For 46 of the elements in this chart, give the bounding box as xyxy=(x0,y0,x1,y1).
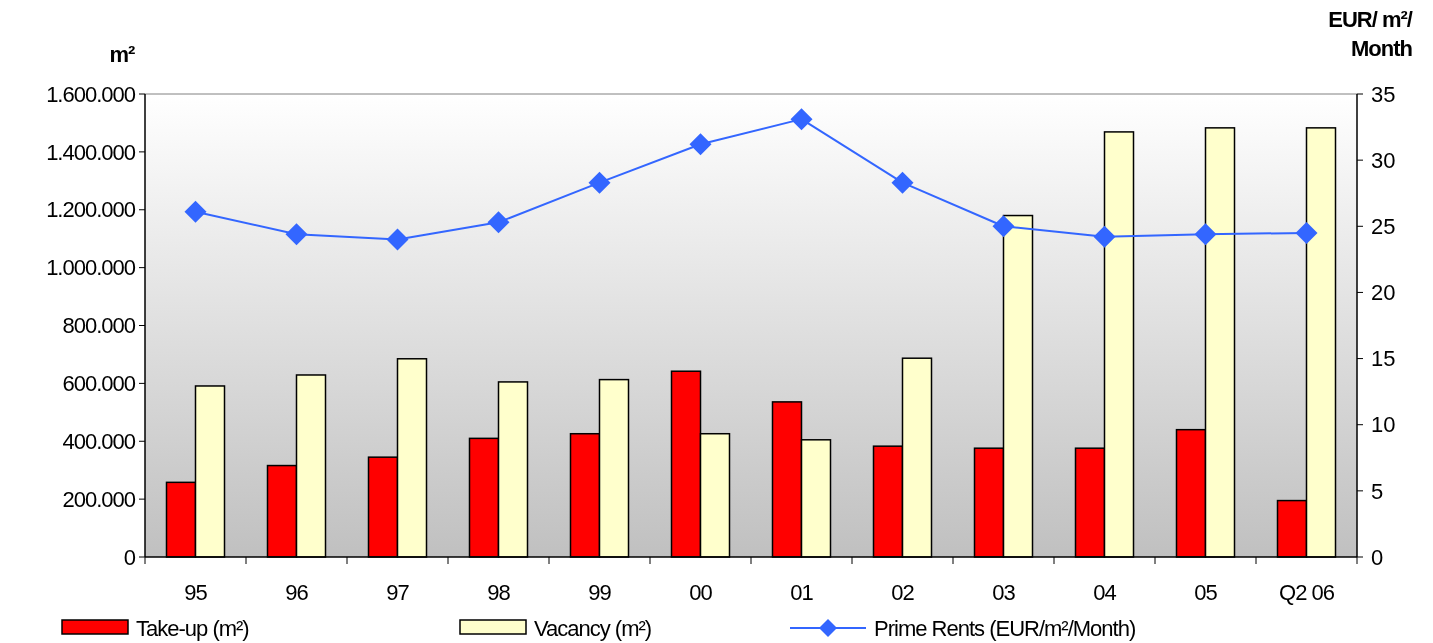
x-tick-label: 00 xyxy=(689,580,713,605)
point xyxy=(588,171,611,194)
y2-tick-label: 10 xyxy=(1371,412,1396,438)
point xyxy=(689,133,712,156)
x-tick-label: 05 xyxy=(1194,580,1218,605)
x-tick-label: 01 xyxy=(790,580,814,605)
y-tick-label: 1.400.000 xyxy=(46,139,136,165)
y-tick-label: 1.200.000 xyxy=(46,197,136,223)
y2-tick-label: 15 xyxy=(1371,346,1396,372)
y-tick-label: 1.600.000 xyxy=(46,81,136,107)
x-tick-label: 95 xyxy=(184,580,208,605)
point xyxy=(992,215,1015,238)
y-tick-label: 1.000.000 xyxy=(46,255,136,281)
x-tick-label: 04 xyxy=(1093,580,1117,605)
y2-tick-label: 25 xyxy=(1371,213,1396,239)
x-tick-label: 02 xyxy=(891,580,915,605)
y-tick-label: 200.000 xyxy=(62,486,136,512)
point xyxy=(1194,223,1217,246)
x-tick-label: 99 xyxy=(588,580,612,605)
y-tick-label: 800.000 xyxy=(62,313,136,339)
x-tick-label: Q2 06 xyxy=(1279,580,1335,605)
legend-label: Take-up (m²) xyxy=(136,615,249,641)
y-tick-label: 0 xyxy=(123,544,136,570)
point xyxy=(1093,225,1116,248)
point xyxy=(184,200,207,223)
point xyxy=(285,223,308,246)
x-tick-label: 98 xyxy=(487,580,511,605)
x-tick-label: 97 xyxy=(386,580,410,605)
y2-tick-label: 35 xyxy=(1371,81,1396,107)
point xyxy=(790,108,813,131)
y-tick-label: 400.000 xyxy=(62,428,136,454)
x-tick-label: 03 xyxy=(992,580,1016,605)
point xyxy=(891,171,914,194)
y2-tick-label: 5 xyxy=(1371,478,1384,504)
point xyxy=(1295,221,1318,244)
legend-label: Vacancy (m²) xyxy=(534,615,652,641)
y2-axis-title: EUR/ m²/ Month xyxy=(1328,7,1413,61)
point xyxy=(386,228,409,251)
y-axis-title: m² xyxy=(109,42,136,67)
point xyxy=(487,211,510,234)
legend-label: Prime Rents (EUR/m²/Month) xyxy=(874,615,1136,641)
y2-tick-label: 0 xyxy=(1371,544,1384,570)
x-tick-label: 96 xyxy=(285,580,309,605)
y2-tick-label: 20 xyxy=(1371,280,1396,306)
y2-tick-label: 30 xyxy=(1371,147,1396,173)
y-tick-label: 600.000 xyxy=(62,371,136,397)
